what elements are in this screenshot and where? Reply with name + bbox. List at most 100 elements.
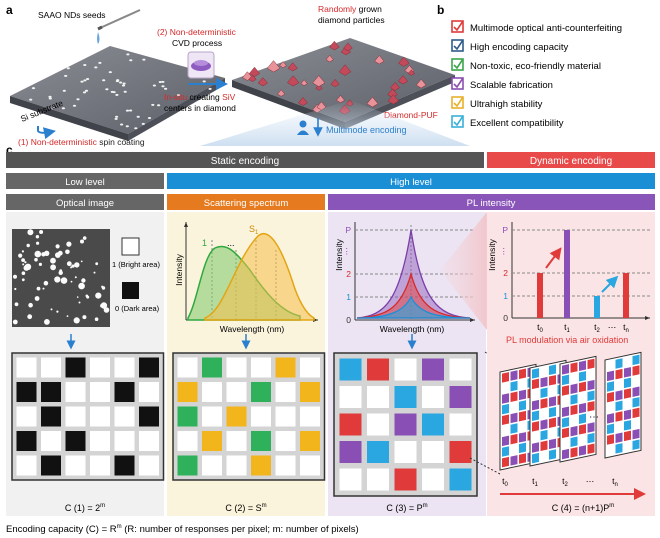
stacked-grid-cell	[549, 417, 556, 428]
grid-cell	[226, 431, 247, 451]
grid-cell	[65, 357, 86, 378]
puf-label: Diamond-PUF	[384, 110, 438, 120]
stacked-grid-cell	[607, 370, 614, 382]
pl-modulation-label: PL modulation via air oxidation	[506, 335, 628, 345]
stacked-grid-cell	[562, 448, 569, 460]
stacked-grid-cell	[510, 455, 518, 466]
grid-frame	[11, 352, 165, 481]
stacked-grid-cell	[579, 360, 586, 371]
seed-dot	[141, 122, 145, 125]
insitu-label: In-situ creating SiV	[164, 92, 236, 102]
bright-spot	[36, 241, 40, 245]
grid-cell	[449, 358, 472, 381]
grid-cell	[449, 386, 472, 408]
time-label: t2	[594, 322, 600, 334]
stacked-grid-cell	[519, 379, 526, 390]
seed-dot	[136, 115, 140, 118]
seed-dot	[161, 85, 165, 88]
bright-spot	[58, 270, 63, 275]
stacked-grid-cell	[540, 419, 548, 430]
bright-spot	[21, 258, 25, 262]
grid-cell	[339, 413, 362, 436]
pl-grid	[333, 352, 478, 497]
bright-spot	[101, 285, 104, 288]
bright-spot	[71, 264, 75, 268]
stacked-grid-cell	[562, 427, 569, 439]
stacked-grid-cell	[519, 442, 526, 454]
bright-spot	[24, 263, 32, 270]
seed-dot	[94, 66, 98, 69]
pl-intensity-label: PL intensity	[467, 198, 516, 209]
level-label: ⋮	[500, 246, 509, 256]
grid-cell	[275, 431, 296, 451]
bright-spot	[12, 319, 18, 325]
stacked-grid-cell	[502, 372, 509, 383]
pl-zoom-glow	[440, 212, 487, 330]
grid-cell	[226, 455, 247, 476]
bright-spot	[66, 261, 72, 267]
seed-dot	[115, 115, 119, 118]
bright-spot	[35, 235, 40, 239]
stacked-grid-cell	[532, 378, 539, 390]
stacked-grid-cell	[570, 415, 578, 426]
dyn-level-labels: P ⋮ 2 1 0	[500, 225, 509, 323]
bright-spot	[95, 292, 102, 299]
bright-spot	[50, 257, 56, 264]
feature-item-label: Ultrahigh stability	[470, 99, 543, 110]
grid-cell	[275, 455, 296, 476]
stacked-grid-cell	[632, 407, 640, 419]
check-mark-icon	[453, 58, 464, 70]
stacked-grid-cell	[549, 364, 556, 375]
grid-cell	[226, 406, 247, 427]
bright-spot	[81, 278, 86, 283]
bright-spot	[74, 276, 77, 279]
stacked-grid-cell	[540, 398, 548, 409]
encoding-beam	[200, 100, 470, 146]
diamond-particle	[398, 56, 410, 67]
grid-cell	[449, 468, 472, 491]
seed-dot	[164, 87, 168, 90]
grid-cell	[300, 455, 320, 476]
panel-label-b: b	[437, 3, 444, 17]
stacked-grid-cell	[502, 382, 509, 394]
grid-cell	[394, 386, 417, 408]
bright-spot	[27, 314, 33, 320]
grid-cell	[16, 406, 37, 427]
diamond-particle	[407, 69, 415, 76]
stacked-grid-cell	[615, 400, 623, 412]
stacked-grid-cell	[562, 385, 569, 396]
stacked-grid-cell	[532, 399, 539, 411]
binary-grid	[11, 352, 165, 481]
grid-cell	[65, 431, 86, 451]
diamond-particle	[300, 79, 308, 86]
bright-spot	[14, 287, 17, 291]
seed-dot	[208, 87, 212, 90]
optical-bright-spots	[12, 229, 110, 325]
scattering-chart	[184, 222, 318, 322]
feature-item-label: Multimode optical anti-counterfeiting	[470, 23, 622, 34]
seed-dot	[158, 81, 162, 83]
bright-spot	[56, 310, 59, 313]
grid-cell	[139, 382, 159, 402]
bright-spot	[73, 317, 80, 324]
stacked-grid-cell	[579, 434, 586, 446]
grown-label-line2: diamond particles	[318, 15, 385, 25]
stacked-grid-cell	[624, 430, 631, 442]
seed-dot	[147, 117, 152, 119]
stacked-grid-cell	[532, 452, 539, 464]
stack-time-label: t1	[532, 476, 538, 488]
grid-cell	[16, 455, 37, 476]
grid-cell	[449, 413, 472, 436]
feature-checkbox-icon	[451, 96, 464, 109]
grid-cell	[394, 413, 417, 436]
stacked-grid-cell	[632, 386, 640, 397]
stacked-grid-cell	[562, 438, 569, 449]
spec-curve-dots: ...	[227, 238, 235, 248]
scatter-xlabel: Wavelength (nm)	[220, 324, 285, 334]
stacked-grid-cell	[615, 379, 623, 390]
diamond-particle	[312, 75, 326, 87]
stacked-grid-cell	[607, 413, 614, 424]
stacked-grid-cell	[549, 385, 556, 397]
stacked-grid-cell	[579, 445, 586, 456]
bright-spot	[42, 287, 45, 290]
